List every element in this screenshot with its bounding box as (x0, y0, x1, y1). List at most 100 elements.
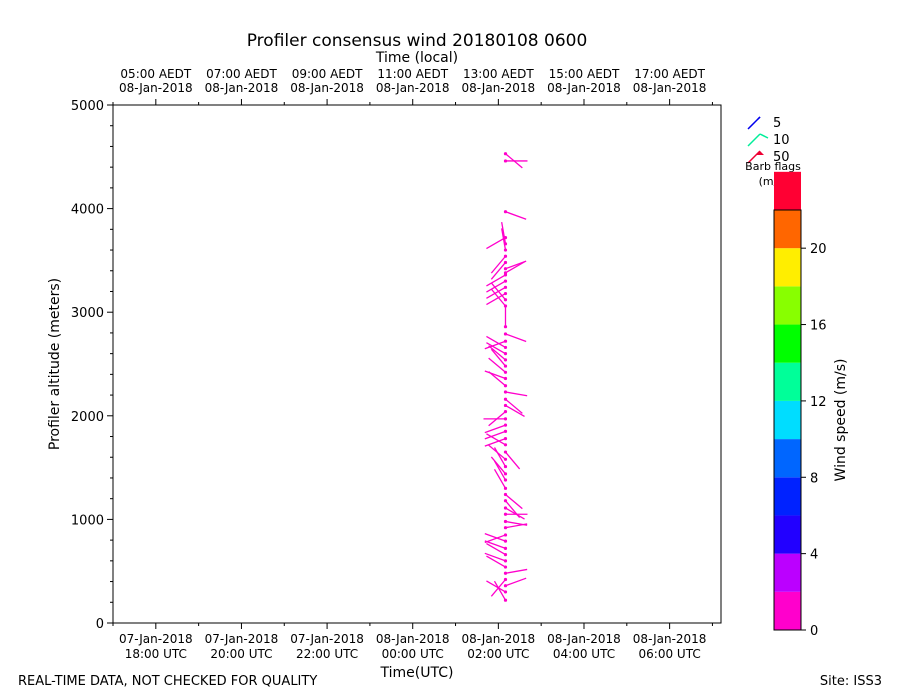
wind-barb-point (503, 285, 508, 289)
legend-label: 5 (773, 116, 781, 131)
wind-barb-staff (505, 494, 523, 510)
wind-barb-staff (505, 260, 527, 270)
top-tick-label-date: 08-Jan-2018 (205, 81, 279, 95)
wind-barb-staff (490, 456, 506, 475)
wind-barb-point (503, 384, 508, 388)
x-tick-label-time: 06:00 UTC (639, 647, 701, 661)
wind-barb-staff (486, 280, 506, 293)
wind-barb-staff (484, 340, 506, 350)
wind-barb-point (503, 267, 508, 271)
x-tick-label-time: 22:00 UTC (296, 647, 358, 661)
top-tick-label-date: 08-Jan-2018 (119, 81, 193, 95)
wind-barb (503, 499, 521, 519)
chart-title: Profiler consensus wind 20180108 0600 (247, 31, 588, 51)
wind-barb (486, 342, 508, 356)
wind-barb (488, 410, 508, 427)
wind-barb-staff (484, 370, 506, 380)
wind-barb-staff (486, 286, 506, 299)
legend-barb-flag (757, 116, 761, 120)
wind-barb-point (503, 271, 508, 275)
wind-barb (503, 210, 527, 220)
wind-barb-staff (504, 451, 521, 470)
wind-barb-point (503, 152, 508, 156)
wind-barb-staff (486, 580, 506, 593)
wind-barb-staff (486, 543, 506, 556)
colorbar-segment (774, 362, 801, 401)
wind-barb-point (503, 279, 508, 283)
x-tick-label-date: 08-Jan-2018 (633, 632, 707, 646)
wind-barb-staff (484, 552, 506, 562)
wind-barb (503, 260, 527, 271)
wind-barb-staff (505, 577, 527, 587)
wind-barb-point (503, 291, 508, 296)
wind-barb-point (503, 526, 508, 530)
colorbar-tick-label: 0 (810, 624, 818, 639)
wind-barb-staff (493, 580, 507, 601)
wind-barb (483, 417, 508, 421)
colorbar-tick-label: 16 (810, 319, 827, 334)
wind-barb (490, 456, 508, 476)
wind-barb-staff (493, 460, 507, 481)
wind-barb (486, 285, 508, 299)
colorbar-segment (774, 477, 801, 516)
wind-barb-point (503, 410, 508, 414)
wind-barb (503, 159, 528, 163)
wind-barb-point (503, 242, 508, 246)
wind-barb-point (503, 376, 508, 381)
wind-barb-point (503, 403, 508, 408)
wind-barb-staff (488, 357, 506, 373)
wind-barb (486, 273, 508, 287)
top-tick-label-date: 08-Jan-2018 (290, 81, 364, 95)
wind-barb-point (503, 443, 508, 447)
legend-item: 50 (747, 150, 790, 165)
wind-barb-point (503, 464, 508, 469)
wind-barb-point (503, 577, 508, 582)
top-tick-label-date: 08-Jan-2018 (633, 81, 707, 95)
colorbar-segment (774, 591, 801, 630)
colorbar-segment (774, 171, 801, 210)
wind-barb-point (503, 546, 508, 551)
wind-barb-point (503, 339, 508, 343)
colorbar-frame (773, 209, 802, 631)
wind-barb-staff (490, 262, 506, 280)
y-tick-label: 5000 (71, 99, 104, 114)
wind-barb-staff (490, 579, 506, 597)
wind-barb (486, 291, 508, 306)
wind-barb (503, 506, 525, 520)
wind-barb (503, 304, 508, 329)
colorbar-segment (774, 553, 801, 592)
wind-barb-point (503, 429, 508, 433)
wind-barb-point (503, 499, 508, 503)
top-tick-label-time: 09:00 AEDT (292, 67, 363, 81)
wind-barb-staff (505, 520, 528, 526)
wind-barb (484, 429, 508, 440)
wind-barb-staff (484, 534, 506, 544)
wind-barb-staff (505, 568, 528, 574)
x-tick-label-date: 07-Jan-2018 (205, 632, 279, 646)
wind-barb (488, 357, 508, 374)
wind-barb-point (503, 457, 508, 461)
y-tick-label: 1000 (71, 513, 104, 528)
wind-barb-point (503, 397, 508, 401)
legend-item: 5 (747, 116, 781, 131)
wind-barb (503, 577, 527, 588)
x-tick-label-date: 08-Jan-2018 (376, 632, 450, 646)
wind-barb (484, 552, 508, 563)
wind-barb (484, 540, 508, 551)
wind-barb-point (503, 248, 508, 252)
wind-barb-point (503, 304, 508, 308)
site-label: Site: ISS3 (819, 674, 882, 689)
wind-barb-point (503, 512, 508, 516)
wind-barb-staff (493, 468, 507, 489)
top-tick-label-time: 17:00 AEDT (634, 67, 705, 81)
wind-barb-point (503, 492, 508, 497)
wind-barb-point (503, 559, 508, 563)
wind-barb-staff (490, 348, 506, 367)
wind-barb-point (503, 210, 508, 214)
wind-barb (503, 568, 528, 575)
x-tick-label-date: 07-Jan-2018 (119, 632, 193, 646)
wind-barb (484, 533, 508, 544)
top-axis-label: Time (local) (375, 50, 458, 66)
wind-barb (490, 348, 508, 368)
wind-barb (486, 543, 508, 557)
